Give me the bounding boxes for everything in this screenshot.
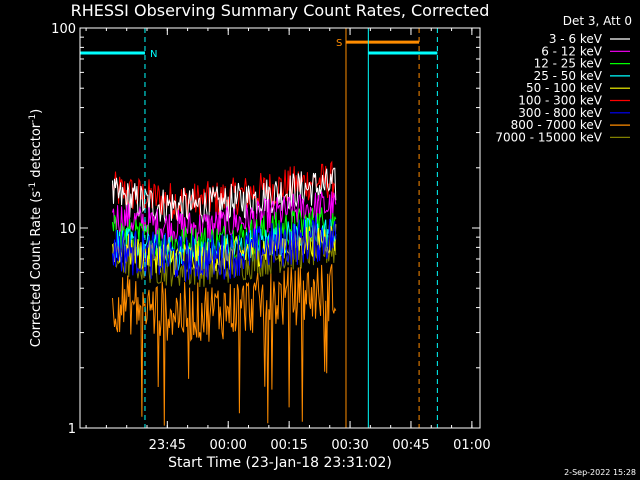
data-layer bbox=[112, 160, 337, 426]
series-line bbox=[112, 215, 337, 282]
y-tick-label: 10 bbox=[59, 222, 76, 237]
x-tick-label: 00:30 bbox=[331, 438, 368, 453]
series-line bbox=[112, 264, 337, 426]
legend-label: 50 - 100 keV bbox=[526, 81, 603, 95]
y-tick-label: 100 bbox=[51, 22, 76, 37]
legend-label: 25 - 50 keV bbox=[534, 69, 603, 83]
y-axis-ticks: 1 10 100 bbox=[51, 22, 480, 437]
x-tick-label: 00:15 bbox=[270, 438, 307, 453]
y-axis-label: Corrected Count Rate (s-1 detector-1) bbox=[28, 109, 44, 347]
legend-title: Det 3, Att 0 bbox=[563, 14, 632, 28]
y-tick-label: 1 bbox=[68, 422, 76, 437]
footer-date: 2-Sep-2022 15:28 bbox=[564, 468, 636, 477]
marker-label: S bbox=[336, 38, 342, 49]
legend-label: 7000 - 15000 keV bbox=[495, 130, 602, 144]
series-line bbox=[112, 167, 337, 226]
legend-label: 100 - 300 keV bbox=[518, 94, 602, 108]
x-tick-label: 00:45 bbox=[392, 438, 429, 453]
x-tick-label: 00:00 bbox=[209, 438, 246, 453]
marker-label: N bbox=[150, 49, 157, 60]
legend-label: 300 - 800 keV bbox=[518, 106, 602, 120]
legend-label: 3 - 6 keV bbox=[549, 32, 603, 46]
marker-layer: NS bbox=[79, 28, 438, 428]
legend-label: 6 - 12 keV bbox=[541, 44, 603, 58]
series-line bbox=[112, 232, 337, 288]
legend-label: 800 - 7000 keV bbox=[511, 118, 603, 132]
x-axis-ticks: 23:45 00:00 00:15 00:30 00:45 01:00 bbox=[85, 28, 491, 453]
series-line bbox=[112, 222, 337, 275]
chart-title: RHESSI Observing Summary Count Rates, Co… bbox=[71, 1, 490, 20]
legend-label: 12 - 25 keV bbox=[534, 57, 603, 71]
x-tick-label: 23:45 bbox=[149, 438, 186, 453]
x-tick-label: 01:00 bbox=[453, 438, 490, 453]
series-line bbox=[112, 191, 337, 244]
x-axis-label: Start Time (23-Jan-18 23:31:02) bbox=[168, 455, 392, 471]
